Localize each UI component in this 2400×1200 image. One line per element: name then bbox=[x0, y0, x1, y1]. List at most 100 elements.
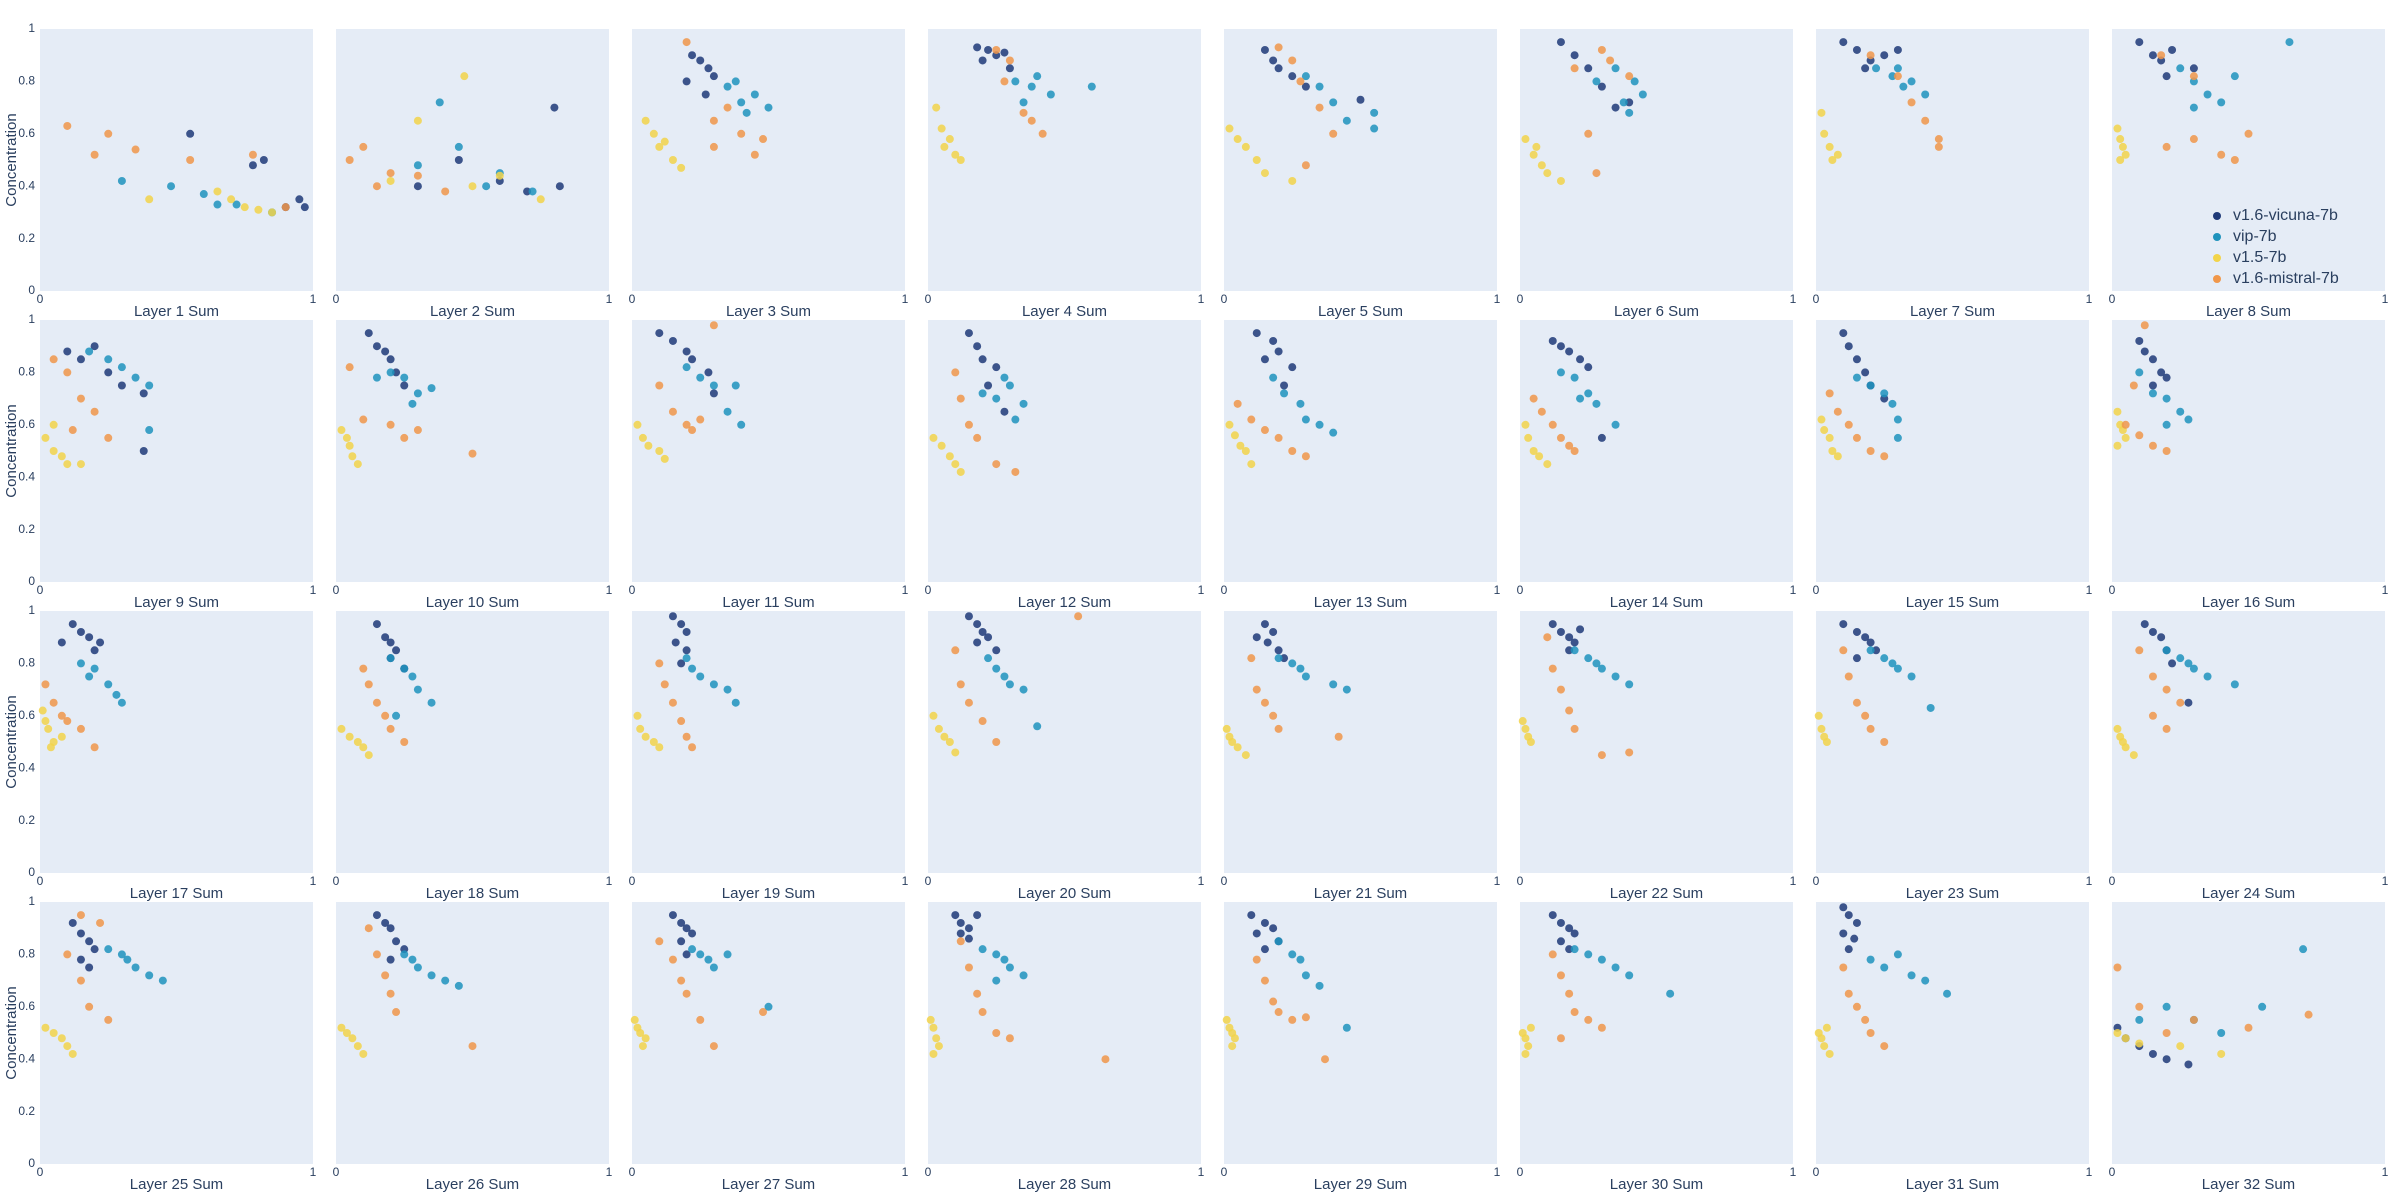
plot-area bbox=[1816, 611, 2089, 873]
x-tick-label: 1 bbox=[310, 1165, 317, 1179]
point bbox=[1521, 1049, 1530, 1058]
point bbox=[63, 347, 72, 356]
point bbox=[359, 743, 368, 752]
point bbox=[644, 441, 653, 450]
point bbox=[1315, 981, 1324, 990]
point bbox=[353, 1042, 362, 1051]
point bbox=[372, 911, 381, 920]
point bbox=[1926, 703, 1935, 712]
point bbox=[1861, 368, 1870, 377]
point bbox=[1241, 142, 1250, 151]
point bbox=[1839, 903, 1848, 912]
point bbox=[688, 743, 697, 752]
point bbox=[427, 384, 436, 393]
point bbox=[49, 1029, 58, 1037]
point bbox=[1556, 38, 1565, 47]
point bbox=[709, 963, 718, 972]
point bbox=[372, 950, 381, 959]
point bbox=[1260, 945, 1269, 954]
point bbox=[956, 929, 965, 938]
point bbox=[2140, 620, 2149, 629]
point bbox=[992, 394, 1001, 403]
point bbox=[2189, 64, 2198, 73]
point bbox=[1247, 415, 1256, 424]
point bbox=[76, 929, 85, 938]
point bbox=[2113, 963, 2122, 972]
point bbox=[682, 347, 691, 356]
point bbox=[2162, 646, 2171, 655]
point bbox=[2113, 441, 2122, 450]
point bbox=[364, 329, 373, 338]
point bbox=[1356, 95, 1365, 104]
point bbox=[1844, 911, 1853, 920]
point bbox=[1866, 638, 1875, 647]
point bbox=[992, 664, 1001, 673]
point bbox=[90, 407, 99, 416]
y-tick-label: 0.6 bbox=[18, 126, 35, 140]
point bbox=[413, 963, 422, 972]
point bbox=[85, 937, 94, 946]
point bbox=[964, 329, 973, 338]
point bbox=[742, 108, 751, 117]
point bbox=[1611, 420, 1620, 429]
point bbox=[1274, 64, 1283, 73]
plot-area bbox=[336, 611, 609, 873]
x-tick-label: 1 bbox=[1494, 1165, 1501, 1179]
plot-area bbox=[40, 611, 313, 873]
x-tick-label: 0 bbox=[629, 292, 636, 306]
point bbox=[1934, 142, 1943, 151]
point bbox=[41, 680, 50, 689]
point bbox=[1260, 45, 1269, 54]
point bbox=[186, 129, 195, 138]
x-axis-label: Layer 18 Sum bbox=[426, 885, 519, 902]
point bbox=[723, 82, 732, 91]
point bbox=[1011, 77, 1020, 86]
point bbox=[1565, 706, 1574, 715]
point bbox=[359, 142, 368, 151]
point bbox=[400, 433, 409, 442]
point bbox=[1260, 355, 1269, 364]
point bbox=[964, 420, 973, 429]
point bbox=[1315, 420, 1324, 429]
point bbox=[1252, 685, 1261, 694]
point bbox=[2148, 1049, 2157, 1058]
plot-area bbox=[928, 320, 1201, 582]
point bbox=[1000, 955, 1009, 964]
point bbox=[359, 1049, 368, 1058]
point bbox=[2135, 368, 2144, 377]
x-tick-label: 0 bbox=[1813, 583, 1820, 597]
point bbox=[400, 950, 409, 959]
point bbox=[956, 156, 965, 164]
point bbox=[2135, 431, 2144, 440]
point bbox=[723, 407, 732, 416]
point bbox=[1537, 161, 1546, 170]
point bbox=[1833, 150, 1842, 159]
point bbox=[1625, 680, 1634, 689]
point bbox=[1625, 748, 1634, 757]
point bbox=[1233, 399, 1242, 408]
point bbox=[1899, 82, 1908, 91]
point bbox=[392, 937, 401, 946]
point bbox=[1101, 1055, 1110, 1064]
point bbox=[992, 950, 1001, 959]
point bbox=[937, 124, 946, 133]
x-axis-label: Layer 4 Sum bbox=[1022, 303, 1107, 320]
point bbox=[1370, 124, 1379, 133]
point bbox=[701, 90, 710, 99]
point bbox=[688, 51, 697, 60]
point bbox=[1274, 937, 1283, 946]
point bbox=[1852, 627, 1861, 636]
point bbox=[1252, 156, 1261, 164]
point bbox=[131, 963, 140, 972]
x-axis-label: Layer 1 Sum bbox=[134, 303, 219, 320]
point bbox=[413, 182, 422, 191]
x-tick-label: 0 bbox=[333, 1165, 340, 1179]
point bbox=[1852, 373, 1861, 382]
point bbox=[381, 971, 390, 980]
point bbox=[145, 381, 154, 390]
x-axis-label: Layer 22 Sum bbox=[1610, 885, 1703, 902]
point bbox=[2258, 1002, 2267, 1011]
point bbox=[1888, 659, 1897, 668]
point bbox=[1301, 672, 1310, 681]
point bbox=[677, 976, 686, 985]
